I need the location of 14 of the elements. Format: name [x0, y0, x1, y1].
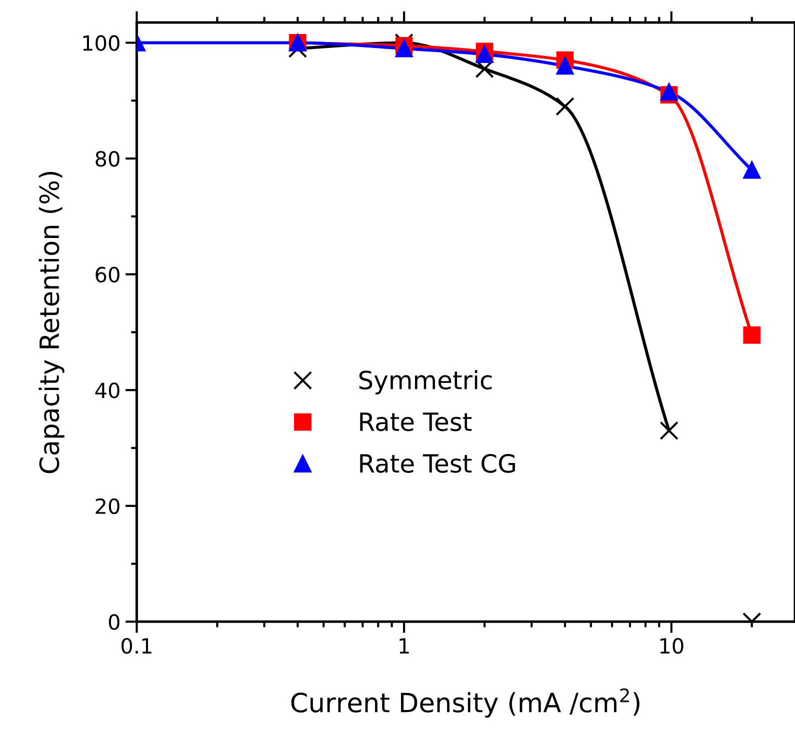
x-tick-label: 1 — [400, 638, 409, 654]
y-tick-label: 60 — [96, 266, 120, 283]
legend-label: Symmetric — [359, 370, 492, 394]
y-tick-label: 40 — [95, 382, 120, 398]
x-tick-label: 10 — [660, 638, 684, 654]
y-axis-title: Capacity Retention (%) — [38, 172, 64, 474]
y-tick-label: 80 — [96, 150, 120, 167]
y-tick-label: 100 — [83, 35, 120, 51]
y-tick-label: 20 — [96, 498, 120, 514]
x-tick-label: 0.1 — [122, 638, 152, 654]
y-tick-label: 0 — [108, 614, 120, 630]
legend-label: Rate Test CG — [360, 454, 515, 473]
legend-label: Rate Test — [360, 412, 472, 432]
x-axis-title: Current Density (mA /cm$^{2}$) — [291, 688, 640, 718]
